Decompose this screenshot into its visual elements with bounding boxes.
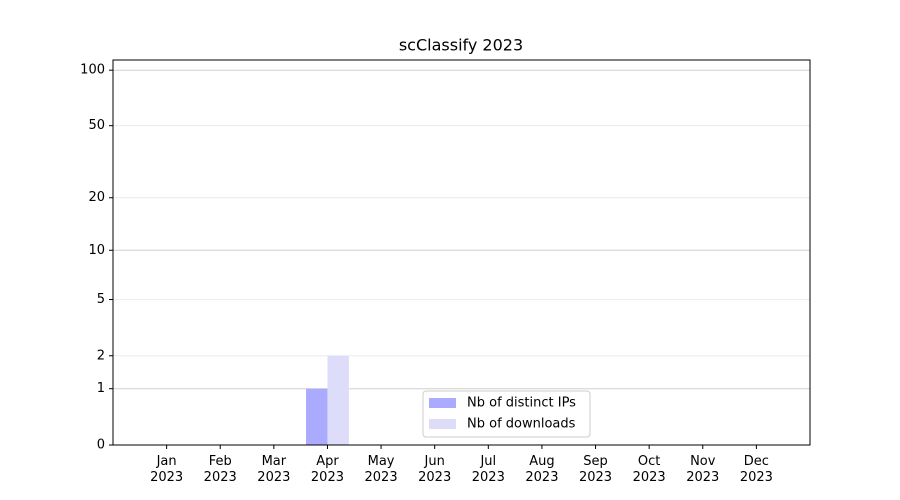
x-tick-label: Jun 2023 <box>418 454 451 485</box>
legend-label: Nb of distinct IPs <box>467 396 576 411</box>
y-tick-label: 5 <box>97 292 105 307</box>
legend-label: Nb of downloads <box>467 417 576 432</box>
x-tick-label: Feb 2023 <box>204 454 237 485</box>
x-tick-label: Oct 2023 <box>633 454 666 485</box>
bar <box>306 388 328 445</box>
legend-swatch <box>429 398 456 408</box>
y-tick-label: 2 <box>97 348 105 363</box>
legend-box <box>422 390 591 438</box>
y-tick-label: 1 <box>97 381 105 396</box>
bar <box>327 355 349 445</box>
x-tick-label: Nov 2023 <box>686 454 719 485</box>
chart-title: scClassify 2023 <box>399 36 523 55</box>
x-tick-label: Sep 2023 <box>579 454 612 485</box>
x-tick-label: Dec 2023 <box>740 454 773 485</box>
x-tick-label: Mar 2023 <box>257 454 290 485</box>
y-tick-label: 0 <box>97 438 105 453</box>
y-tick-label: 10 <box>88 243 105 258</box>
y-tick-label: 20 <box>88 190 105 205</box>
x-tick-label: Jan 2023 <box>150 454 183 485</box>
x-tick-label: Jul 2023 <box>472 454 505 485</box>
x-tick-label: Aug 2023 <box>525 454 558 485</box>
legend-swatch <box>429 419 456 429</box>
x-tick-label: May 2023 <box>365 454 398 485</box>
y-tick-label: 100 <box>80 63 105 78</box>
plot-frame <box>112 59 811 446</box>
x-tick-label: Apr 2023 <box>311 454 344 485</box>
y-tick-label: 50 <box>88 118 105 133</box>
